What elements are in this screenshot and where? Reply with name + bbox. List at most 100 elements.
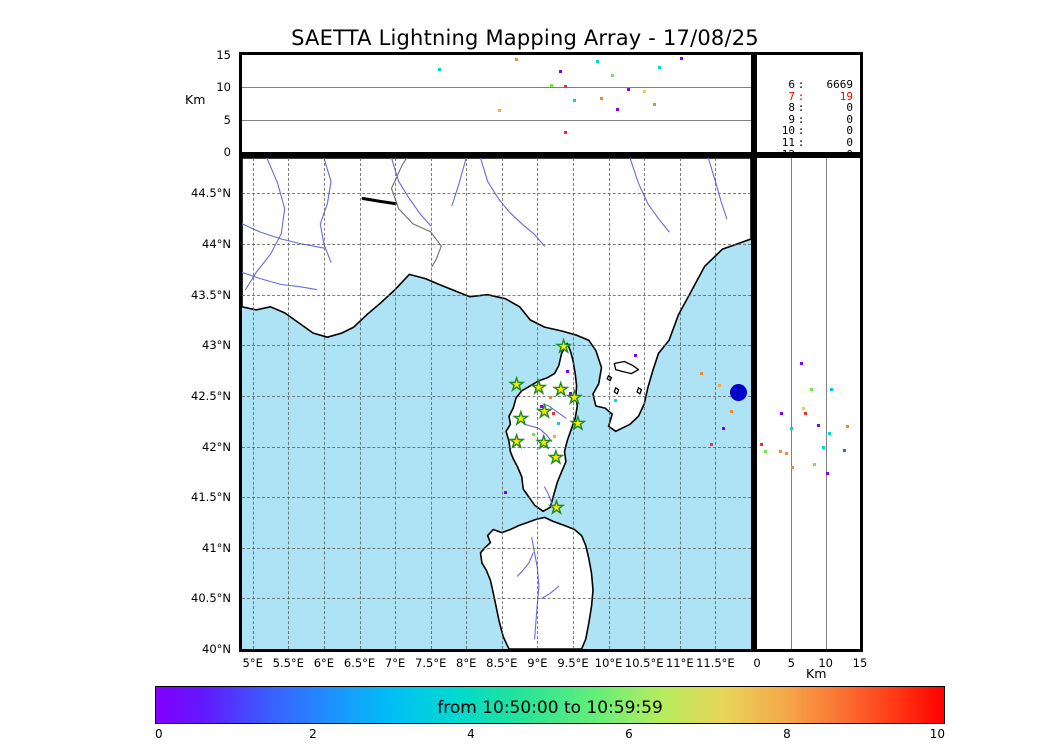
- map-source-point: [729, 409, 733, 413]
- longitude-tick-label: 8°E: [456, 656, 477, 670]
- top-panel-source-point: [514, 58, 518, 61]
- colorbar-tick-label: 4: [467, 727, 475, 741]
- latitude-tick-label: 44.5°N: [191, 186, 231, 201]
- map-source-point: [548, 396, 552, 400]
- map-gridline-lat: [242, 345, 751, 347]
- top-panel-source-point: [658, 65, 662, 69]
- station-star-icon: ★: [548, 498, 565, 519]
- map-source-point: [717, 384, 721, 388]
- right-panel-source-point: [764, 450, 768, 454]
- map-source-point: [699, 372, 703, 376]
- station-star-icon: ★: [536, 402, 553, 423]
- top-panel-source-point: [498, 108, 502, 112]
- blue-dot-icon: [729, 384, 747, 402]
- stat-separator: :: [797, 101, 805, 115]
- latitude-vs-height-panel: [754, 155, 863, 652]
- colorbar[interactable]: [155, 686, 945, 724]
- map-source-point: [710, 443, 714, 446]
- longitude-tick-label: 10°E: [594, 656, 623, 670]
- right-panel-tick-label: 15: [852, 656, 868, 670]
- right-panel-source-point: [778, 450, 782, 454]
- longitude-tick-label: 11.5°E: [696, 656, 735, 670]
- map-panel[interactable]: ★ ★ ★ ★ ★ ★ ★ ★ ★ ★ ★ ★: [239, 155, 754, 652]
- right-panel-tick-label: 10: [818, 656, 834, 670]
- station-star-icon: ★: [569, 414, 586, 435]
- latitude-tick-label: 42°N: [202, 439, 231, 454]
- stat-key: 12: [781, 147, 795, 155]
- map-gridline-lon: [715, 158, 717, 649]
- longitude-tick-label: 7.5°E: [415, 656, 447, 670]
- stat-value: 0: [846, 124, 853, 138]
- map-source-point: [531, 432, 535, 436]
- map-source-point: [722, 426, 726, 430]
- longitude-tick-label: 9.5°E: [557, 656, 589, 670]
- stat-separator: :: [797, 89, 805, 103]
- right-panel-source-point: [829, 388, 833, 392]
- latitude-tick-label: 43.5°N: [191, 287, 231, 302]
- top-panel-source-point: [437, 68, 441, 72]
- right-panel-tick-label: 0: [753, 656, 761, 670]
- top-panel-source-point: [564, 131, 568, 135]
- map-source-point: [539, 404, 543, 408]
- longitude-tick-label: 10.5°E: [624, 656, 664, 670]
- latitude-tick-label: 44°N: [202, 237, 231, 252]
- right-panel-source-point: [779, 411, 783, 415]
- colorbar-tick-label: 8: [783, 727, 791, 741]
- map-gridline-lat: [242, 193, 751, 195]
- top-panel-source-point: [573, 98, 576, 102]
- map-gridline-lon: [359, 158, 361, 649]
- right-panel-source-point: [804, 411, 808, 415]
- stat-separator: :: [797, 78, 805, 91]
- map-gridline-lon: [573, 158, 574, 649]
- longitude-tick-label: 9°E: [527, 656, 548, 670]
- latitude-tick-label: 40°N: [202, 642, 231, 656]
- coastline-map: [242, 158, 751, 649]
- height-vs-longitude-panel: [239, 52, 754, 155]
- colorbar-tick-label: 0: [155, 727, 163, 741]
- right-panel-source-point: [822, 446, 826, 449]
- map-gridline-lon: [466, 158, 468, 649]
- map-source-point: [634, 353, 638, 357]
- top-panel-gridline: [242, 119, 751, 121]
- map-gridline-lon: [288, 158, 290, 649]
- top-panel-source-point: [600, 96, 603, 100]
- stat-separator: :: [797, 124, 805, 138]
- latitude-tick-label: 40.5°N: [191, 591, 231, 606]
- station-star-icon: ★: [547, 447, 564, 468]
- map-source-point: [565, 370, 569, 374]
- top-panel-gridline: [242, 87, 751, 89]
- top-panel-source-point: [627, 88, 631, 92]
- map-gridline-lat: [242, 598, 751, 600]
- colorbar-time-range-label: from 10:50:00 to 10:59:59: [437, 698, 663, 718]
- right-panel-source-point: [810, 388, 814, 392]
- station-star-icon: ★: [530, 377, 547, 398]
- right-panel-source-point: [846, 424, 850, 428]
- longitude-tick-label: 11°E: [665, 656, 694, 670]
- right-panel-axis-title: Km: [806, 666, 827, 681]
- stat-key: 6: [788, 78, 795, 91]
- top-panel-source-point: [610, 74, 614, 78]
- map-source-point: [553, 434, 556, 438]
- top-panel-source-point: [615, 107, 619, 111]
- map-gridline-lat: [242, 294, 751, 296]
- map-source-point: [551, 411, 555, 415]
- map-gridline-lat: [242, 244, 751, 246]
- right-panel-source-point: [817, 423, 821, 427]
- latitude-tick-label: 41.5°N: [191, 490, 231, 505]
- stat-row: 7: 19: [769, 89, 853, 103]
- map-gridline-lat: [242, 649, 751, 650]
- top-panel-tick-label: 0: [223, 145, 231, 159]
- stat-value: 0: [846, 112, 853, 126]
- stat-separator: :: [797, 112, 805, 126]
- stat-row: 6: 6669: [769, 79, 853, 91]
- stat-row: 12: 0: [769, 147, 853, 155]
- right-panel-gridline: [825, 158, 827, 649]
- stat-key: 10: [781, 124, 795, 138]
- top-panel-axis-title: Km: [185, 92, 206, 107]
- map-gridline-lon: [323, 158, 325, 649]
- map-gridline-lon: [679, 158, 681, 649]
- stat-value: 0: [846, 135, 853, 149]
- stat-row: 10: 0: [769, 125, 853, 137]
- map-source-point: [569, 392, 573, 396]
- right-panel-tick-label: 5: [787, 656, 795, 670]
